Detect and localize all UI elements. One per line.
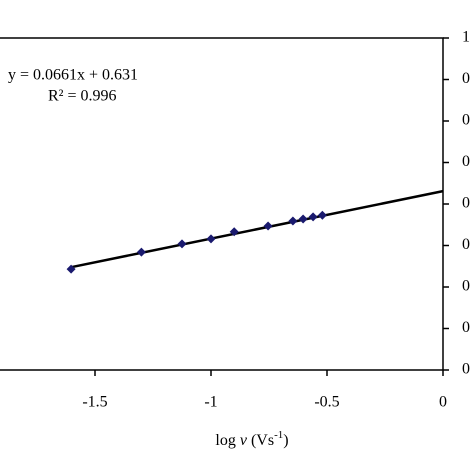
x-axis-label: log v (Vs-1) — [215, 429, 288, 449]
y-tick-label: 0 — [462, 361, 470, 378]
x-tick-label: -1 — [204, 394, 217, 411]
data-point — [308, 212, 318, 222]
r-squared: R² = 0.996 — [48, 88, 117, 105]
y-tick-label: 0 — [462, 70, 470, 87]
data-point — [229, 227, 239, 237]
data-point — [288, 216, 298, 226]
data-point — [298, 214, 308, 224]
x-label-part: v — [240, 432, 248, 449]
x-tick-label: -1.5 — [82, 394, 107, 411]
y-tick-label: 0 — [462, 319, 470, 336]
y-tick-label: 0 — [462, 278, 470, 295]
x-label-part: log — [215, 432, 239, 449]
y-tick-label: 0 — [462, 195, 470, 212]
x-tick-label: -0.5 — [314, 394, 339, 411]
y-tick-label: 1 — [462, 29, 470, 46]
x-label-part: (Vs — [247, 432, 274, 449]
data-point — [136, 247, 146, 257]
equation: y = 0.0661x + 0.631 — [8, 67, 138, 84]
y-tick-label: 0 — [462, 112, 470, 129]
x-label-part: -1 — [274, 429, 283, 441]
data-point — [206, 234, 216, 244]
y-tick-label: 0 — [462, 236, 470, 253]
y-tick-label: 0 — [462, 153, 470, 170]
x-tick-label: 0 — [439, 394, 447, 411]
data-point — [263, 221, 273, 231]
data-point — [66, 264, 76, 274]
data-point — [317, 210, 327, 220]
data-point — [177, 239, 187, 249]
x-label-part: ) — [283, 432, 288, 449]
trendline — [71, 189, 444, 269]
